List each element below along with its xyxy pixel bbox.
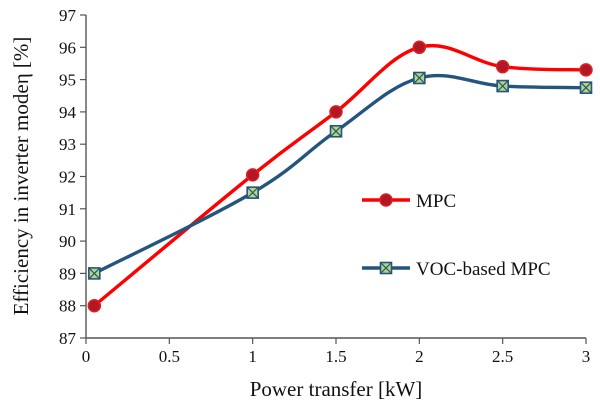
- data-point-square-x: [88, 267, 101, 280]
- y-tick-label: 87: [59, 329, 77, 348]
- x-tick-label: 2: [415, 347, 424, 366]
- y-tick-label: 94: [59, 103, 77, 122]
- data-point-circle: [329, 105, 343, 119]
- legend-label-1: MPC: [416, 191, 456, 212]
- x-axis-title: Power transfer [kW]: [250, 377, 423, 401]
- x-tick-label: 1.5: [325, 347, 346, 366]
- y-tick-label: 88: [59, 297, 76, 316]
- data-point-square-x: [579, 81, 593, 94]
- y-axis-title: Efficiency in inverter modeη [%]: [9, 37, 33, 316]
- data-point-square-x: [413, 71, 426, 85]
- data-point-circle: [412, 40, 427, 55]
- legend-marker-square-x: [379, 261, 393, 275]
- y-tick-label: 93: [59, 135, 76, 154]
- y-tick-label: 96: [59, 38, 76, 57]
- legend-label-2: VOC-based MPC: [416, 259, 551, 280]
- data-point-circle: [579, 63, 593, 77]
- x-tick-label: 2.5: [492, 347, 513, 366]
- data-point-circle: [245, 168, 260, 182]
- x-tick-label: 1: [248, 347, 257, 366]
- data-point-square-x: [246, 186, 259, 199]
- data-point-circle: [87, 298, 102, 313]
- axes: [85, 15, 586, 339]
- y-tick-label: 91: [59, 200, 76, 219]
- ticks: 87 88 89 90 91 92 93 94 95 96 97 0 0.5 1 1.5 2 2.5 3: [59, 6, 590, 366]
- series-markers: [87, 40, 593, 313]
- data-point-circle: [495, 59, 510, 74]
- data-point-square-x: [329, 124, 343, 138]
- y-tick-label: 89: [59, 264, 76, 283]
- legend-marker-circle: [379, 193, 393, 207]
- x-tick-label: 3: [582, 347, 591, 366]
- x-tick-label: 0: [82, 347, 91, 366]
- data-point-square-x: [496, 79, 509, 93]
- x-tick-label: 0.5: [159, 347, 180, 366]
- y-tick-label: 90: [59, 232, 76, 251]
- y-tick-label: 97: [59, 6, 77, 25]
- y-tick-label: 92: [59, 168, 76, 187]
- y-tick-label: 95: [59, 71, 76, 90]
- legend: MPC VOC-based MPC: [362, 191, 551, 280]
